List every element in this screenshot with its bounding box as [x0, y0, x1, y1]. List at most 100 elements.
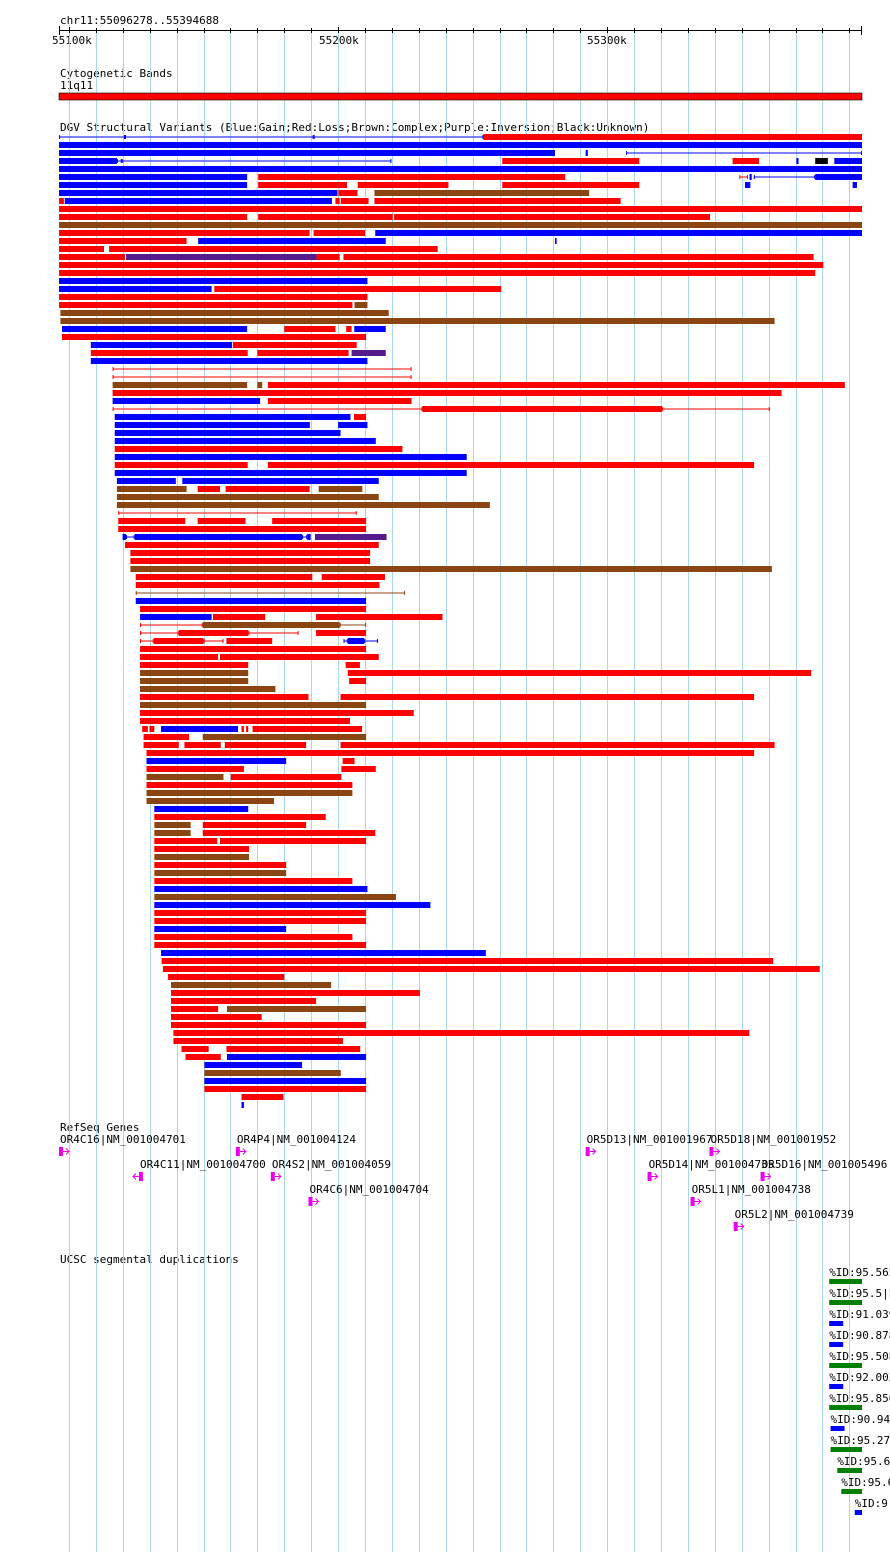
dgv-variant-loss — [173, 1038, 343, 1044]
dgv-variant-gain — [134, 534, 303, 540]
dgv-variant-loss — [212, 614, 266, 620]
dgv-variant-loss — [171, 1006, 219, 1012]
gene-label: OR5D14|NM_001004735 — [649, 1158, 775, 1171]
refseq-genes: OR4C16|NM_001004701 OR4P4|NM_001004124 OR5… — [59, 1133, 887, 1231]
dgv-variant-loss — [219, 654, 379, 660]
dgv-variant-loss — [347, 670, 812, 676]
dgv-variant-gain — [59, 190, 338, 196]
dgv-variant-loss — [162, 966, 820, 972]
gene-strand-arrow — [239, 1148, 247, 1155]
dgv-variant-loss — [502, 182, 640, 188]
dgv-variant-loss — [267, 382, 845, 388]
gene-strand-arrow — [764, 1173, 772, 1180]
dgv-variant-loss — [59, 198, 64, 204]
dgv-variant-gain — [204, 1078, 367, 1084]
dgv-variant-loss — [118, 518, 186, 524]
segdup-bar — [830, 1447, 862, 1452]
dgv-variant-loss — [149, 726, 155, 732]
dgv-variant-inversion — [314, 534, 387, 540]
dgv-variant-gain — [114, 470, 467, 476]
dgv-variant-loss — [226, 1046, 361, 1052]
gene-label: OR4P4|NM_001004124 — [237, 1133, 357, 1146]
dgv-variant-loss — [154, 814, 326, 820]
segdup-track-title: UCSC segmental duplications — [60, 1253, 239, 1266]
dgv-variant-gain — [796, 158, 799, 164]
dgv-variant-loss — [171, 1022, 367, 1028]
dgv-variant-complex — [140, 670, 249, 676]
dgv-variant-complex — [202, 734, 367, 740]
dgv-variant-gain — [122, 534, 127, 540]
dgv-variant-loss — [226, 638, 273, 644]
dgv-variant-loss — [59, 302, 353, 308]
dgv-variant-loss — [130, 550, 371, 556]
dgv-variant-loss — [345, 662, 360, 668]
dgv-variant-gain — [198, 238, 386, 244]
dgv-variant-unknown — [815, 158, 828, 164]
segdup-label: %ID:9 — [855, 1497, 888, 1510]
dgv-variant-loss — [140, 694, 309, 700]
dgv-variant-complex — [116, 494, 379, 500]
dgv-variant-complex — [374, 190, 590, 196]
dgv-variant-loss — [232, 342, 357, 348]
gene-label: OR4S2|NM_001004059 — [272, 1158, 391, 1171]
dgv-variant-loss — [154, 878, 353, 884]
gene-strand-arrow — [651, 1173, 659, 1180]
dgv-variant-gain — [154, 926, 287, 932]
dgv-variant-gain — [749, 174, 752, 180]
dgv-variant-loss — [219, 838, 367, 844]
dgv-variant-gain — [59, 174, 248, 180]
dgv-variant-loss — [340, 198, 369, 204]
dgv-variant-loss — [340, 742, 775, 748]
dgv-variant-complex — [154, 854, 250, 860]
dgv-variant-gain — [59, 278, 368, 284]
dgv-variant-loss — [258, 214, 393, 220]
dgv-variant-loss — [62, 334, 367, 340]
gene-strand-arrow — [713, 1148, 721, 1155]
segdup-bar — [841, 1489, 862, 1494]
segdup-label: %ID:95.6 — [841, 1476, 890, 1489]
dgv-variant-complex — [146, 774, 224, 780]
segdup-bar — [837, 1468, 862, 1473]
dgv-variant-complex — [202, 622, 340, 628]
dgv-variant-loss — [59, 262, 824, 268]
segdup-bar — [829, 1384, 844, 1389]
dgv-variant-loss — [353, 414, 367, 420]
dgv-variant-loss — [197, 486, 220, 492]
gene-strand-arrow — [694, 1198, 702, 1205]
dgv-variant-loss — [135, 574, 313, 580]
dgv-variant-loss — [124, 542, 379, 548]
dgv-variant-gain — [585, 150, 588, 156]
gene-exon — [760, 1172, 765, 1181]
dgv-variant-loss — [346, 326, 352, 332]
dgv-variant-gain — [140, 614, 212, 620]
dgv-variant-loss — [114, 446, 403, 452]
dgv-variant-loss — [140, 718, 350, 724]
segdup-items: %ID:95.565 %ID:95.5|L %ID:91.039 %ID:90.878… — [829, 1266, 890, 1515]
dgv-variant-loss — [59, 230, 310, 236]
dgv-variant-gain — [161, 950, 486, 956]
dgv-variant-loss — [422, 406, 663, 412]
dgv-variant-loss — [321, 574, 385, 580]
dgv-variant-loss — [340, 694, 755, 700]
dgv-variant-loss — [349, 678, 367, 684]
dgv-variant-complex — [146, 798, 275, 804]
dgv-variant-loss — [143, 742, 179, 748]
dgv-variant-gain — [112, 398, 261, 404]
dgv-variant-loss — [230, 774, 342, 780]
dgv-variant-inversion — [351, 350, 386, 356]
dgv-variant-loss — [246, 726, 249, 732]
gene-label: OR5D13|NM_001001967 — [587, 1133, 713, 1146]
segdup-bar — [829, 1300, 862, 1305]
segdup-label: %ID:95.508 — [829, 1350, 890, 1363]
dgv-variant-loss — [153, 638, 204, 644]
dgv-variant-inversion — [126, 254, 317, 260]
dgv-variant-gain — [354, 326, 386, 332]
dgv-variant-loss — [214, 286, 502, 292]
ruler — [59, 26, 862, 35]
dgv-variant-loss — [202, 830, 376, 836]
dgv-variant-loss — [284, 326, 336, 332]
dgv-variant-gain — [116, 478, 176, 484]
dgv-variant-gain — [834, 158, 862, 164]
